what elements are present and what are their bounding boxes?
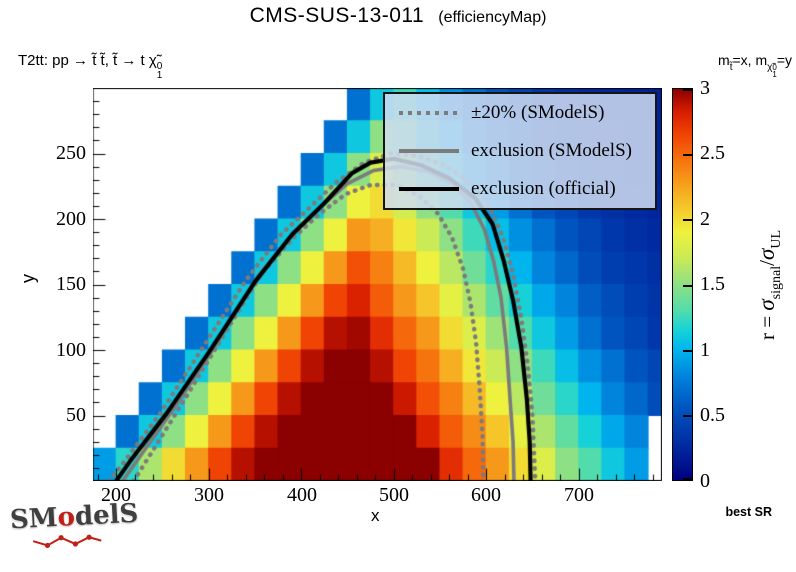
sigma-symbol: σ bbox=[754, 299, 779, 311]
x-tick-500: 500 bbox=[379, 484, 409, 506]
smodels-logo: SModelS bbox=[9, 499, 139, 549]
legend-label-smodels: exclusion (SModelS) bbox=[471, 140, 632, 161]
y-tick-200: 200 bbox=[56, 208, 86, 230]
colorbar-label-0: 0 bbox=[700, 470, 710, 492]
legend-item-official: exclusion (official) bbox=[385, 171, 655, 207]
colorbar-tick bbox=[683, 415, 692, 417]
legend-item-smodels: exclusion (SModelS) bbox=[385, 133, 655, 169]
y-tick-150: 150 bbox=[56, 273, 86, 295]
best-sr-label: best SR bbox=[725, 505, 772, 519]
colorbar-tick bbox=[683, 219, 692, 221]
x-tick-200: 200 bbox=[101, 484, 131, 506]
title-subtitle: (efficiencyMap) bbox=[438, 9, 547, 26]
colorbar-label-3: 3 bbox=[700, 77, 710, 99]
x-tick-400: 400 bbox=[287, 484, 317, 506]
colorbar-tick bbox=[683, 89, 692, 91]
y-tick-100: 100 bbox=[56, 339, 86, 361]
colorbar-label-2: 2 bbox=[700, 208, 710, 230]
gray-line-sample bbox=[399, 149, 459, 153]
x-tick-300: 300 bbox=[194, 484, 224, 506]
x-tick-600: 600 bbox=[471, 484, 501, 506]
process-label: T2tt: pp → t̃ t̃, t̃ → t χ̃ 0 1 bbox=[18, 52, 163, 81]
colorbar-tick bbox=[683, 154, 692, 156]
x-axis-title: x bbox=[371, 506, 380, 525]
ul-subscript: UL bbox=[769, 230, 784, 249]
colorbar-tick bbox=[683, 285, 692, 287]
page-title: CMS-SUS-13-011 (efficiencyMap) bbox=[0, 4, 796, 28]
legend-box: ±20% (SModelS) exclusion (SModelS) exclu… bbox=[383, 92, 657, 210]
logo-red-o: o bbox=[56, 501, 76, 533]
black-line-sample bbox=[399, 187, 459, 191]
colorbar-axis-label: r = σsignal/σUL bbox=[754, 230, 784, 340]
colorbar-tick bbox=[683, 478, 692, 480]
colorbar-gradient bbox=[673, 89, 692, 480]
legend-label-official: exclusion (official) bbox=[471, 178, 616, 199]
colorbar-label-0p5: 0.5 bbox=[700, 404, 725, 426]
colorbar bbox=[672, 88, 693, 481]
y-axis-title: y bbox=[18, 274, 38, 283]
legend-item-band: ±20% (SModelS) bbox=[385, 95, 655, 131]
logo-decay-squiggle bbox=[32, 534, 102, 549]
colorbar-label-2p5: 2.5 bbox=[700, 142, 725, 164]
signal-subscript: signal bbox=[769, 265, 784, 300]
process-text: T2tt: pp → t̃ t̃, t̃ → t χ̃ bbox=[18, 52, 157, 69]
chi-subscript: χ̃ bbox=[767, 62, 773, 73]
colorbar-label-1: 1 bbox=[700, 339, 710, 361]
y-tick-250: 250 bbox=[56, 142, 86, 164]
title-main: CMS-SUS-13-011 bbox=[249, 4, 425, 27]
mass-definition-label: mt̃=x, mχ̃ 0 1 =y bbox=[718, 52, 792, 79]
sigma-symbol-2: σ bbox=[754, 248, 779, 261]
stop-subscript: t̃ bbox=[729, 62, 733, 73]
x-tick-700: 700 bbox=[564, 484, 594, 506]
dotted-line-sample bbox=[399, 111, 459, 115]
colorbar-label-1p5: 1.5 bbox=[700, 273, 725, 295]
colorbar-tick bbox=[683, 350, 692, 352]
legend-label-band: ±20% (SModelS) bbox=[471, 102, 605, 123]
y-tick-50: 50 bbox=[66, 404, 86, 426]
